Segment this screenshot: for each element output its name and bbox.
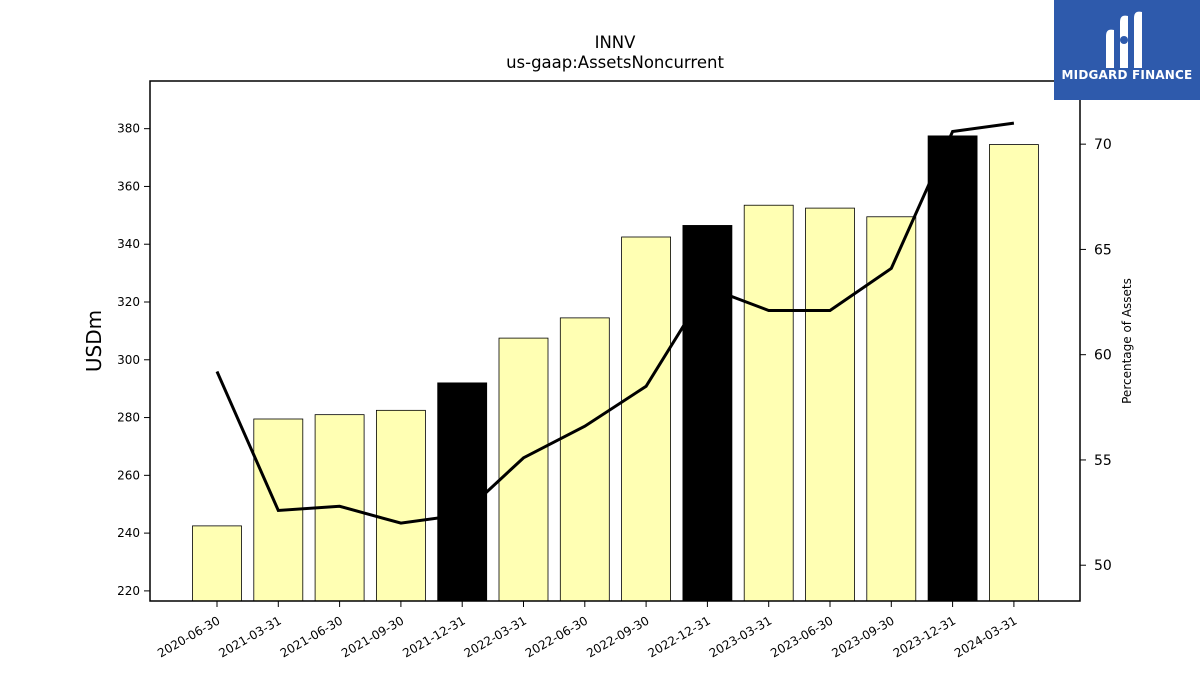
bar bbox=[989, 144, 1039, 602]
y2-tick-label: 65 bbox=[1094, 242, 1112, 258]
logo-text: MIDGARD FINANCE bbox=[1061, 68, 1193, 82]
x-tick-label: 2022-06-30 bbox=[523, 613, 590, 660]
y-tick-label: 380 bbox=[117, 122, 140, 136]
bar bbox=[805, 207, 855, 602]
y-tick-label: 240 bbox=[117, 526, 140, 540]
x-tick-label: 2022-09-30 bbox=[584, 613, 651, 660]
y-tick-label: 300 bbox=[117, 353, 140, 367]
chart-title: INNV bbox=[595, 33, 637, 52]
bar bbox=[559, 317, 610, 602]
brand-logo: MIDGARD FINANCE bbox=[1054, 0, 1200, 100]
x-tick-label: 2022-03-31 bbox=[462, 613, 529, 660]
x-tick-label: 2023-06-30 bbox=[768, 613, 835, 660]
bar bbox=[192, 525, 242, 602]
bar bbox=[866, 216, 917, 602]
line-layer bbox=[215, 121, 1015, 525]
y2-tick-label: 55 bbox=[1094, 453, 1112, 469]
x-tick-label: 2023-09-30 bbox=[829, 613, 896, 660]
bar bbox=[498, 337, 549, 602]
y-tick-label: 280 bbox=[117, 411, 140, 425]
x-tick-label: 2024-03-31 bbox=[952, 613, 1019, 660]
bar bbox=[682, 225, 733, 602]
bars-layer bbox=[192, 135, 1039, 602]
bar bbox=[375, 409, 426, 602]
y-tick-label: 340 bbox=[117, 237, 140, 251]
bar bbox=[437, 382, 488, 602]
x-tick-label: 2022-12-31 bbox=[645, 613, 712, 660]
y-axis-label: USDm bbox=[82, 310, 106, 372]
y-tick-label: 320 bbox=[117, 295, 140, 309]
x-tick-label: 2021-09-30 bbox=[339, 613, 406, 660]
plot-frame bbox=[149, 80, 1081, 602]
bar bbox=[621, 236, 671, 602]
percentage-line bbox=[215, 121, 1015, 525]
x-tick-label: 2021-03-31 bbox=[216, 613, 283, 660]
y2-axis-label: Percentage of Assets bbox=[1120, 278, 1134, 404]
y-tick-label: 360 bbox=[117, 179, 140, 193]
bar bbox=[743, 204, 794, 602]
x-tick-label: 2020-06-30 bbox=[155, 613, 222, 660]
x-tick-label: 2023-12-31 bbox=[891, 613, 958, 660]
x-tick-label: 2023-03-31 bbox=[707, 613, 774, 660]
y2-tick-label: 70 bbox=[1094, 137, 1112, 153]
y2-tick-label: 50 bbox=[1094, 558, 1112, 574]
bar bbox=[927, 135, 978, 602]
x-tick-label: 2021-06-30 bbox=[278, 613, 345, 660]
x-tick-label: 2021-12-31 bbox=[400, 613, 467, 660]
y-tick-label: 260 bbox=[117, 468, 140, 482]
logo-mark-icon bbox=[1106, 11, 1142, 69]
chart-subtitle: us-gaap:AssetsNoncurrent bbox=[506, 53, 724, 72]
y-tick-label: 220 bbox=[117, 584, 140, 598]
y2-tick-label: 60 bbox=[1094, 348, 1112, 364]
